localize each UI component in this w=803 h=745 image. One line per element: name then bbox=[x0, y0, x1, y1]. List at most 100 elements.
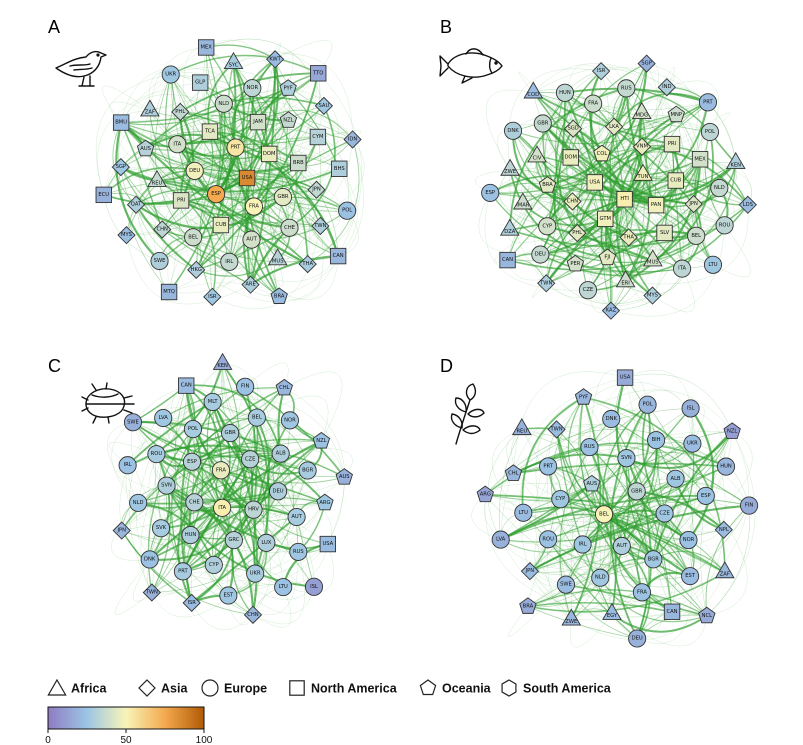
node-isl[interactable]: ISL bbox=[681, 399, 700, 418]
node-fji[interactable]: FJI bbox=[598, 248, 617, 266]
node-per[interactable]: PER bbox=[566, 254, 585, 272]
node-gbr[interactable]: GBR bbox=[273, 188, 292, 207]
node-deu[interactable]: DEU bbox=[185, 161, 204, 180]
node-aus[interactable]: AUS bbox=[136, 139, 155, 157]
node-phl[interactable]: PHL bbox=[568, 223, 587, 243]
node-mex[interactable]: MEX bbox=[197, 39, 215, 56]
node-bgr[interactable]: BGR bbox=[298, 461, 317, 480]
node-hun[interactable]: HUN bbox=[181, 525, 200, 545]
node-deu[interactable]: DEU bbox=[628, 629, 647, 648]
node-aut[interactable]: AUT bbox=[242, 230, 261, 249]
node-deu[interactable]: DEU bbox=[269, 482, 288, 501]
node-isr[interactable]: ISR bbox=[591, 62, 611, 81]
node-twn[interactable]: TWN bbox=[311, 216, 330, 236]
node-tun[interactable]: TUN bbox=[633, 163, 653, 181]
node-mus[interactable]: MUS bbox=[642, 249, 663, 267]
node-irl[interactable]: IRL bbox=[220, 252, 239, 271]
node-jpn[interactable]: JPN bbox=[112, 521, 131, 540]
node-pol[interactable]: POL bbox=[700, 122, 720, 142]
node-fin[interactable]: FIN bbox=[740, 496, 759, 515]
node-pri[interactable]: PRI bbox=[663, 135, 681, 153]
node-bra[interactable]: BRA bbox=[270, 287, 288, 304]
node-nor[interactable]: NOR bbox=[280, 411, 299, 430]
node-brb[interactable]: BRB bbox=[290, 154, 307, 172]
node-mex[interactable]: MEX bbox=[691, 151, 709, 168]
node-cub[interactable]: CUB bbox=[212, 216, 230, 234]
node-ncl[interactable]: NCL bbox=[698, 606, 716, 624]
node-ita[interactable]: ITA bbox=[673, 259, 692, 278]
node-dom[interactable]: DOM bbox=[261, 145, 278, 163]
node-qat[interactable]: QAT bbox=[126, 195, 146, 214]
node-ukr[interactable]: UKR bbox=[161, 65, 180, 84]
node-mlt[interactable]: MLT bbox=[203, 392, 222, 411]
node-slv[interactable]: SLV bbox=[656, 224, 673, 242]
node-bel[interactable]: BEL bbox=[594, 505, 614, 524]
node-phl[interactable]: PHL bbox=[171, 102, 190, 122]
node-gtm[interactable]: GTM bbox=[597, 210, 614, 227]
node-tha[interactable]: THA bbox=[298, 254, 317, 274]
node-dnk[interactable]: DNK bbox=[140, 550, 159, 569]
node-che[interactable]: CHE bbox=[185, 493, 204, 512]
node-esp[interactable]: ESP bbox=[696, 486, 715, 505]
node-chn[interactable]: CHN bbox=[563, 192, 582, 211]
node-alb[interactable]: ALB bbox=[271, 444, 290, 463]
node-bmu[interactable]: BMU bbox=[112, 114, 130, 131]
node-aus[interactable]: AUS bbox=[335, 468, 353, 485]
node-prt[interactable]: PRT bbox=[173, 562, 192, 581]
node-esp[interactable]: ESP bbox=[182, 452, 202, 471]
node-swe[interactable]: SWE bbox=[150, 251, 169, 271]
node-lka[interactable]: LKA bbox=[604, 117, 624, 136]
node-irl[interactable]: IRL bbox=[573, 535, 592, 554]
node-arg[interactable]: ARG bbox=[476, 485, 494, 503]
node-rou[interactable]: ROU bbox=[715, 216, 734, 235]
node-ltu[interactable]: LTU bbox=[514, 503, 533, 522]
node-reu[interactable]: REU bbox=[147, 169, 167, 187]
node-chn[interactable]: CHN bbox=[153, 220, 172, 239]
node-rus[interactable]: RUS bbox=[289, 542, 308, 561]
node-ind[interactable]: IND bbox=[657, 78, 676, 97]
node-rus[interactable]: RUS bbox=[580, 438, 599, 457]
node-aus[interactable]: AUS bbox=[583, 474, 601, 492]
node-npl[interactable]: NPL bbox=[714, 520, 733, 539]
node-zaf[interactable]: ZAF bbox=[714, 561, 735, 579]
node-cze[interactable]: CZE bbox=[578, 281, 598, 300]
node-nld[interactable]: NLD bbox=[129, 493, 148, 512]
node-gbr[interactable]: GBR bbox=[533, 114, 552, 133]
node-imar[interactable]: IMAR bbox=[512, 192, 533, 210]
node-twn[interactable]: TWN bbox=[142, 583, 161, 602]
node-are[interactable]: ARE bbox=[241, 275, 260, 294]
node-cyp[interactable]: CYP bbox=[538, 217, 557, 236]
node-fra[interactable]: FRA bbox=[584, 94, 603, 113]
node-ken[interactable]: KEN bbox=[725, 151, 746, 170]
node-zwe[interactable]: ZWE bbox=[561, 608, 582, 626]
node-hkg[interactable]: HKG bbox=[187, 260, 206, 279]
node-tto[interactable]: TTO bbox=[310, 65, 327, 82]
node-mys[interactable]: MYS bbox=[643, 286, 662, 305]
node-mys[interactable]: MYS bbox=[117, 226, 136, 245]
node-nld[interactable]: NLD bbox=[214, 94, 233, 113]
node-ltu[interactable]: LTU bbox=[703, 255, 723, 274]
node-isl[interactable]: ISL bbox=[304, 577, 324, 596]
node-jpn[interactable]: JPN bbox=[684, 194, 703, 214]
node-glp[interactable]: GLP bbox=[191, 74, 209, 91]
node-dza[interactable]: DZA bbox=[499, 218, 520, 236]
node-pan[interactable]: PAN bbox=[647, 196, 665, 214]
node-dnk[interactable]: DNK bbox=[503, 121, 523, 140]
node-bra[interactable]: BRA bbox=[519, 597, 537, 614]
node-can[interactable]: CAN bbox=[329, 247, 347, 265]
node-pyf[interactable]: PYF bbox=[279, 79, 297, 96]
node-rou[interactable]: ROU bbox=[539, 530, 558, 549]
node-kaz[interactable]: KAZ bbox=[601, 301, 621, 320]
node-bel[interactable]: BEL bbox=[247, 408, 266, 427]
node-isr[interactable]: ISR bbox=[182, 593, 201, 613]
node-ltu[interactable]: LTU bbox=[274, 578, 293, 597]
node-prt[interactable]: PRT bbox=[698, 93, 717, 112]
node-pol[interactable]: POL bbox=[638, 395, 657, 414]
node-bgr[interactable]: BGR bbox=[644, 550, 663, 569]
node-esp[interactable]: ESP bbox=[481, 183, 500, 202]
node-svn[interactable]: SVN bbox=[157, 476, 176, 495]
node-bih[interactable]: BIH bbox=[647, 431, 666, 450]
node-can[interactable]: CAN bbox=[178, 377, 195, 394]
node-esp[interactable]: ESP bbox=[207, 185, 226, 204]
node-nzl[interactable]: NZL bbox=[312, 431, 331, 449]
